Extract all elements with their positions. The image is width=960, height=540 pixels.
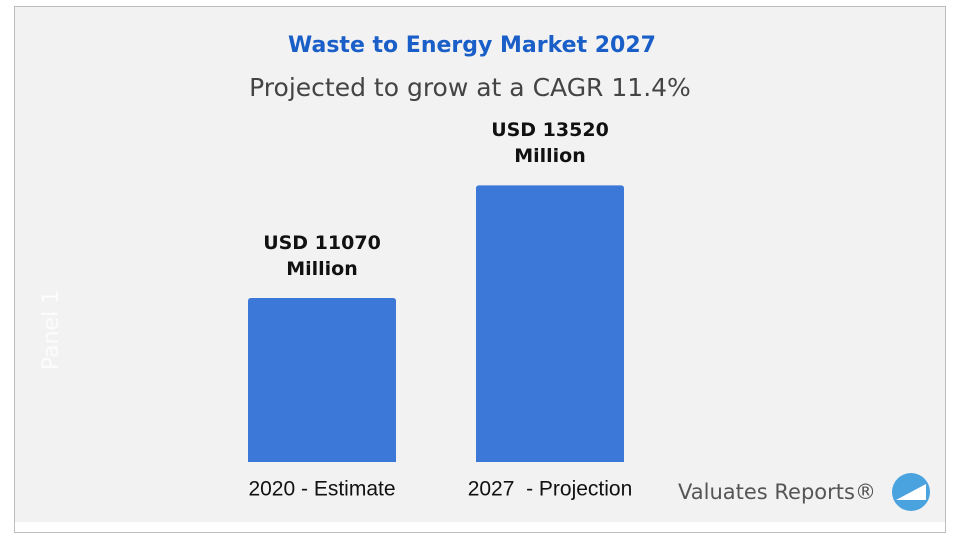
footer-strip — [15, 522, 945, 532]
bar — [476, 185, 624, 462]
logo-icon-mark — [896, 484, 926, 500]
logo-text: Valuates Reports® — [678, 480, 876, 504]
x-tick-label: 2027 - Projection — [468, 478, 633, 501]
chart-title: Waste to Energy Market 2027 — [288, 33, 656, 58]
watermark: Panel 1 — [39, 290, 64, 370]
value-label: USD 11070 Million — [263, 231, 381, 280]
chart-subtitle: Projected to grow at a CAGR 11.4% — [249, 73, 691, 102]
value-label: USD 13520 Million — [491, 119, 609, 168]
x-tick-label: 2020 - Estimate — [248, 478, 395, 501]
bar — [248, 297, 396, 462]
